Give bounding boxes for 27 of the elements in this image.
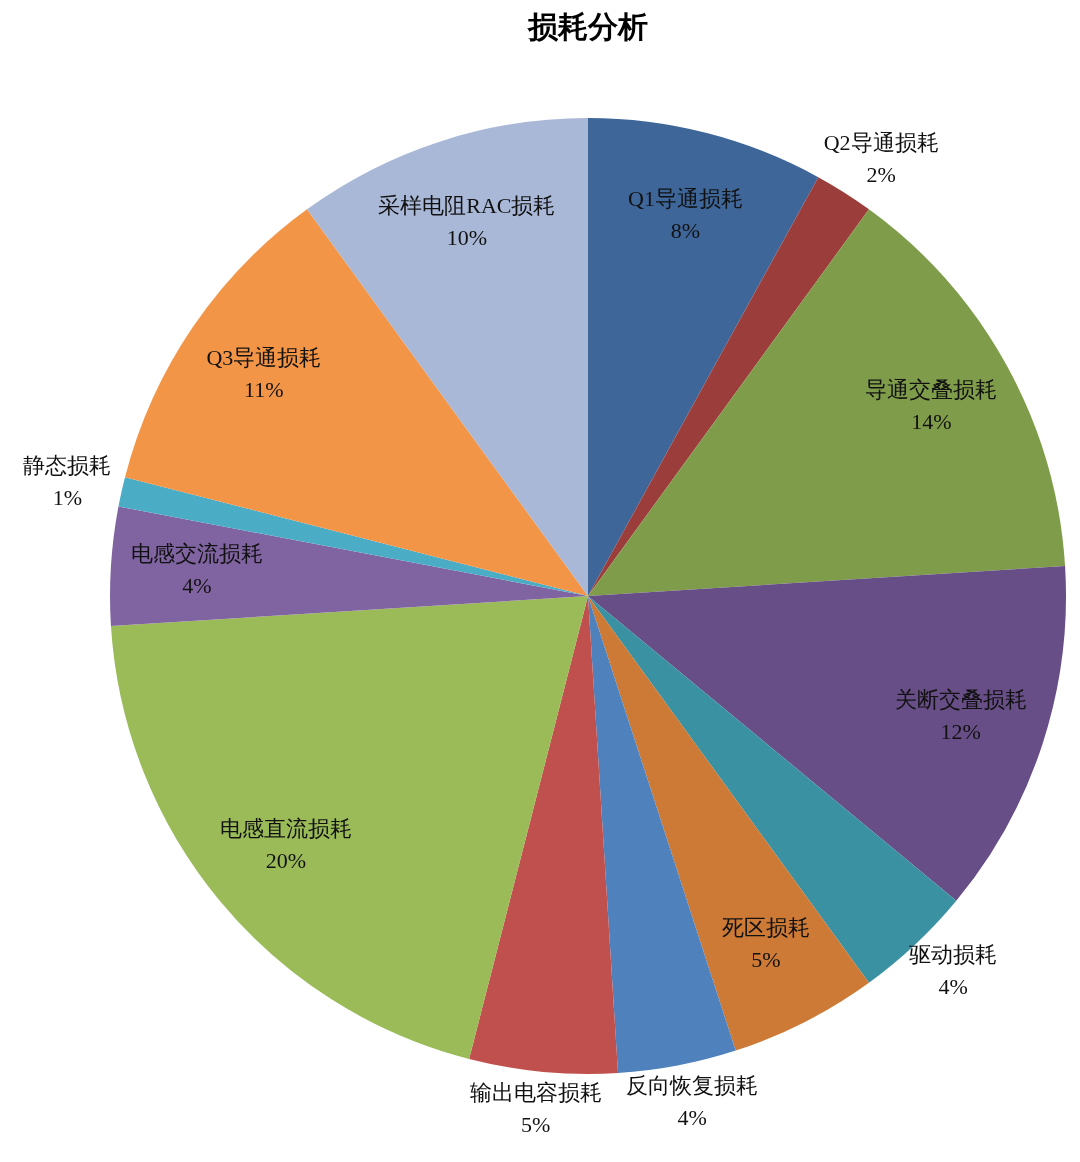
slice-label: Q2导通损耗 [823, 129, 939, 155]
data-label: 4% [677, 1105, 707, 1131]
data-label: 4% [182, 573, 212, 599]
data-label: 10% [446, 225, 488, 251]
data-label: 14% [911, 408, 952, 434]
slice-label: 导通交叠损耗 [865, 376, 998, 402]
slice-label: 驱动损耗 [909, 942, 998, 968]
slice-label: 输出电容损耗 [469, 1080, 602, 1106]
data-label: 8% [670, 218, 701, 244]
data-label: 1% [52, 485, 82, 511]
data-label: 5% [521, 1112, 551, 1138]
slice-label: 电感直流损耗 [219, 815, 352, 841]
chart-title: 损耗分析 [527, 9, 648, 43]
slice-label: Q3导通损耗 [206, 345, 322, 371]
data-label: 11% [244, 377, 284, 403]
data-label: 4% [938, 974, 968, 1000]
slice-label: Q1导通损耗 [628, 186, 743, 212]
data-label: 20% [265, 847, 307, 873]
slice-label: 采样电阻RAC损耗 [378, 193, 556, 219]
slice-label: 电感交流损耗 [130, 541, 263, 567]
data-label: 2% [866, 161, 896, 187]
slice-label: 关断交叠损耗 [894, 686, 1027, 712]
slice-label: 静态损耗 [23, 453, 112, 479]
slice-label: 反向恢复损耗 [626, 1073, 759, 1099]
data-label: 12% [940, 718, 981, 744]
slice-label: 死区损耗 [721, 915, 810, 941]
data-label: 5% [751, 947, 781, 973]
